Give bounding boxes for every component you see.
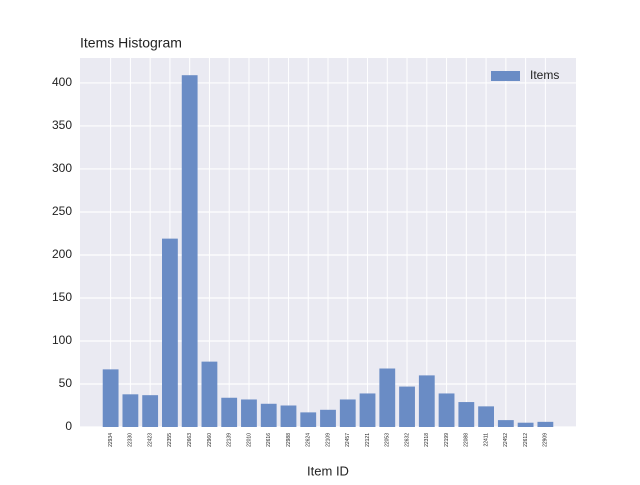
x-tick-label: 22934 <box>108 433 114 447</box>
x-tick-label: 22330 <box>128 433 134 447</box>
y-tick-label: 400 <box>52 75 72 89</box>
bar <box>497 420 514 427</box>
y-tick-label: 0 <box>65 419 72 433</box>
x-tick-label: 22612 <box>523 433 529 447</box>
bar <box>300 412 317 427</box>
y-tick-label: 300 <box>52 161 72 175</box>
bar <box>339 399 356 427</box>
bar <box>181 75 198 428</box>
x-tick-label: 22632 <box>404 433 410 447</box>
marks <box>102 75 554 428</box>
x-tick-label: 22010 <box>246 433 252 447</box>
x-tick-label: 22053 <box>385 433 391 447</box>
x-tick-label: 22318 <box>424 433 430 447</box>
legend-label: Items <box>530 68 559 82</box>
x-tick-label: 22355 <box>167 433 173 447</box>
bar <box>102 369 119 427</box>
x-tick-label: 22423 <box>147 433 153 447</box>
x-axis-label: Item ID <box>307 463 349 478</box>
x-tick-label: 22121 <box>365 433 371 447</box>
bar <box>517 422 534 427</box>
x-tick-label: 22909 <box>543 433 549 447</box>
x-tick-label: 22624 <box>306 433 312 447</box>
x-tick-label: 22139 <box>227 433 233 447</box>
y-tick-label: 50 <box>59 376 73 390</box>
bar <box>399 386 415 427</box>
x-tick-label: 22960 <box>207 433 213 447</box>
x-tick-label: 22109 <box>325 433 331 447</box>
bar <box>458 402 475 427</box>
bar <box>478 406 494 427</box>
x-tick-label: 22988 <box>286 433 292 447</box>
bar <box>438 393 455 427</box>
bar <box>241 399 257 427</box>
x-tick-label: 22199 <box>444 433 450 447</box>
x-tick-label: 22616 <box>266 433 272 447</box>
y-tick-label: 100 <box>52 333 72 347</box>
chart-title: Items Histogram <box>80 35 182 51</box>
y-tick-label: 250 <box>52 204 72 218</box>
y-tick-label: 350 <box>52 118 72 132</box>
y-tick-label: 200 <box>52 247 72 261</box>
bar <box>122 394 139 427</box>
bar <box>260 403 277 427</box>
x-tick-label: 22088 <box>464 433 470 447</box>
bar <box>537 421 554 427</box>
bar <box>320 409 336 427</box>
bar <box>280 405 297 427</box>
x-tick-label: 22663 <box>187 433 193 447</box>
y-tick-label: 150 <box>52 290 72 304</box>
bar <box>359 393 376 427</box>
bar <box>418 375 435 427</box>
bar <box>162 238 178 427</box>
bar <box>379 368 396 427</box>
x-tick-label: 22452 <box>503 433 509 447</box>
bar <box>221 397 238 427</box>
x-tick-label: 22457 <box>345 433 351 447</box>
legend-swatch <box>491 71 520 81</box>
x-tick-label: 22411 <box>483 433 489 447</box>
bar <box>142 395 159 427</box>
bar <box>201 361 218 427</box>
